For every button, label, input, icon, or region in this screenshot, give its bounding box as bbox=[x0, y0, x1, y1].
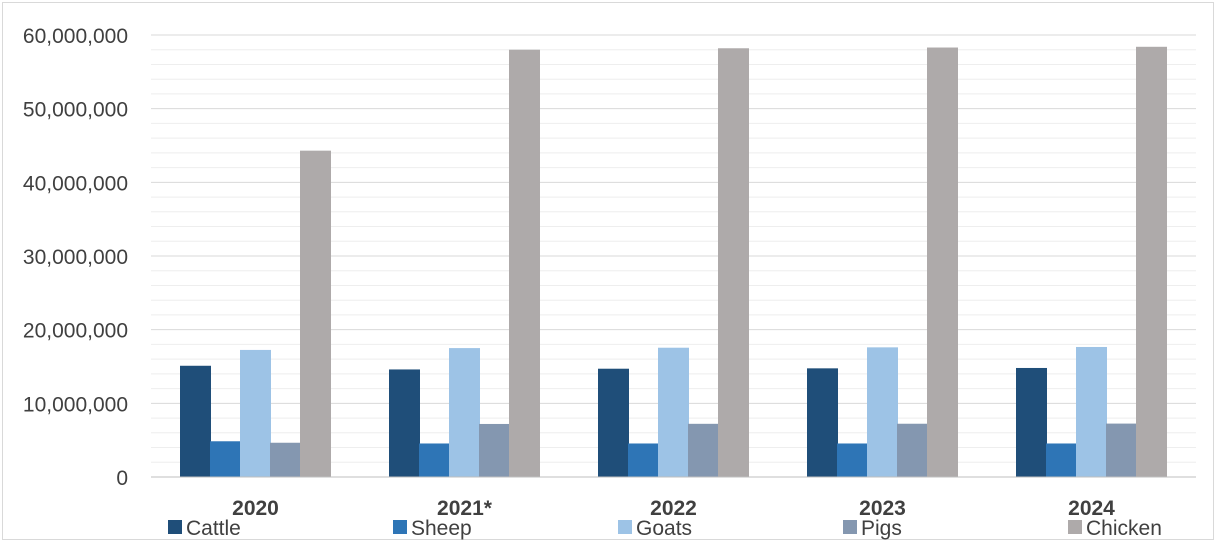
legend-swatch-sheep bbox=[393, 520, 407, 534]
y-axis-tick-labels: 0 10,000,000 20,000,000 30,000,000 40,000,00… bbox=[23, 25, 128, 490]
x-tick-label: 2020 bbox=[232, 497, 279, 520]
bar-sheep-2021 bbox=[419, 443, 450, 477]
bar-pigs-2021 bbox=[479, 423, 510, 477]
bar-cattle-2022 bbox=[598, 368, 629, 477]
legend-label-pigs: Pigs bbox=[861, 517, 902, 540]
bar-pigs-2022 bbox=[688, 423, 719, 477]
bar-cattle-2021 bbox=[389, 369, 420, 477]
bar-sheep-2020 bbox=[210, 441, 241, 477]
y-tick-label: 40,000,000 bbox=[23, 172, 128, 195]
legend-label-goats: Goats bbox=[636, 517, 692, 540]
bar-sheep-2022 bbox=[628, 443, 659, 477]
y-tick-label: 0 bbox=[116, 467, 128, 490]
bar-pigs-2023 bbox=[897, 423, 928, 477]
bars bbox=[180, 46, 1167, 477]
bar-pigs-2024 bbox=[1106, 423, 1137, 477]
x-tick-label: 2024 bbox=[1068, 497, 1115, 520]
y-tick-label: 30,000,000 bbox=[23, 246, 128, 269]
x-tick-label: 2023 bbox=[859, 497, 906, 520]
bar-chicken-2024 bbox=[1136, 46, 1167, 477]
y-tick-label: 50,000,000 bbox=[23, 99, 128, 122]
y-tick-label: 10,000,000 bbox=[23, 393, 128, 416]
legend-label-chicken: Chicken bbox=[1086, 517, 1162, 540]
x-tick-label: 2022 bbox=[650, 497, 697, 520]
bar-goats-2023 bbox=[867, 347, 898, 477]
x-axis-tick-labels: 2020 2021* 2022 2023 2024 bbox=[232, 497, 1115, 520]
legend-label-sheep: Sheep bbox=[411, 517, 472, 540]
legend-swatch-goats bbox=[618, 520, 632, 534]
legend-label-cattle: Cattle bbox=[186, 517, 241, 540]
bar-chicken-2020 bbox=[300, 150, 331, 477]
bar-goats-2020 bbox=[240, 349, 271, 477]
bar-cattle-2023 bbox=[807, 368, 838, 477]
bar-cattle-2020 bbox=[180, 365, 211, 477]
bar-sheep-2024 bbox=[1046, 443, 1077, 477]
bar-goats-2021 bbox=[449, 348, 480, 477]
bar-chicken-2023 bbox=[927, 47, 958, 477]
legend-swatch-chicken bbox=[1068, 520, 1082, 534]
legend: Cattle Sheep Goats Pigs Chicken bbox=[168, 517, 1162, 540]
bar-chicken-2022 bbox=[718, 48, 749, 477]
bar-pigs-2020 bbox=[270, 442, 301, 477]
bar-goats-2022 bbox=[658, 347, 689, 477]
bar-goats-2024 bbox=[1076, 346, 1107, 477]
y-tick-label: 20,000,000 bbox=[23, 320, 128, 343]
legend-swatch-cattle bbox=[168, 520, 182, 534]
bar-chicken-2021 bbox=[509, 49, 540, 477]
bar-cattle-2024 bbox=[1016, 367, 1047, 477]
legend-swatch-pigs bbox=[843, 520, 857, 534]
x-tick-label: 2021* bbox=[437, 497, 493, 520]
bar-sheep-2023 bbox=[837, 443, 868, 477]
y-tick-label: 60,000,000 bbox=[23, 25, 128, 48]
